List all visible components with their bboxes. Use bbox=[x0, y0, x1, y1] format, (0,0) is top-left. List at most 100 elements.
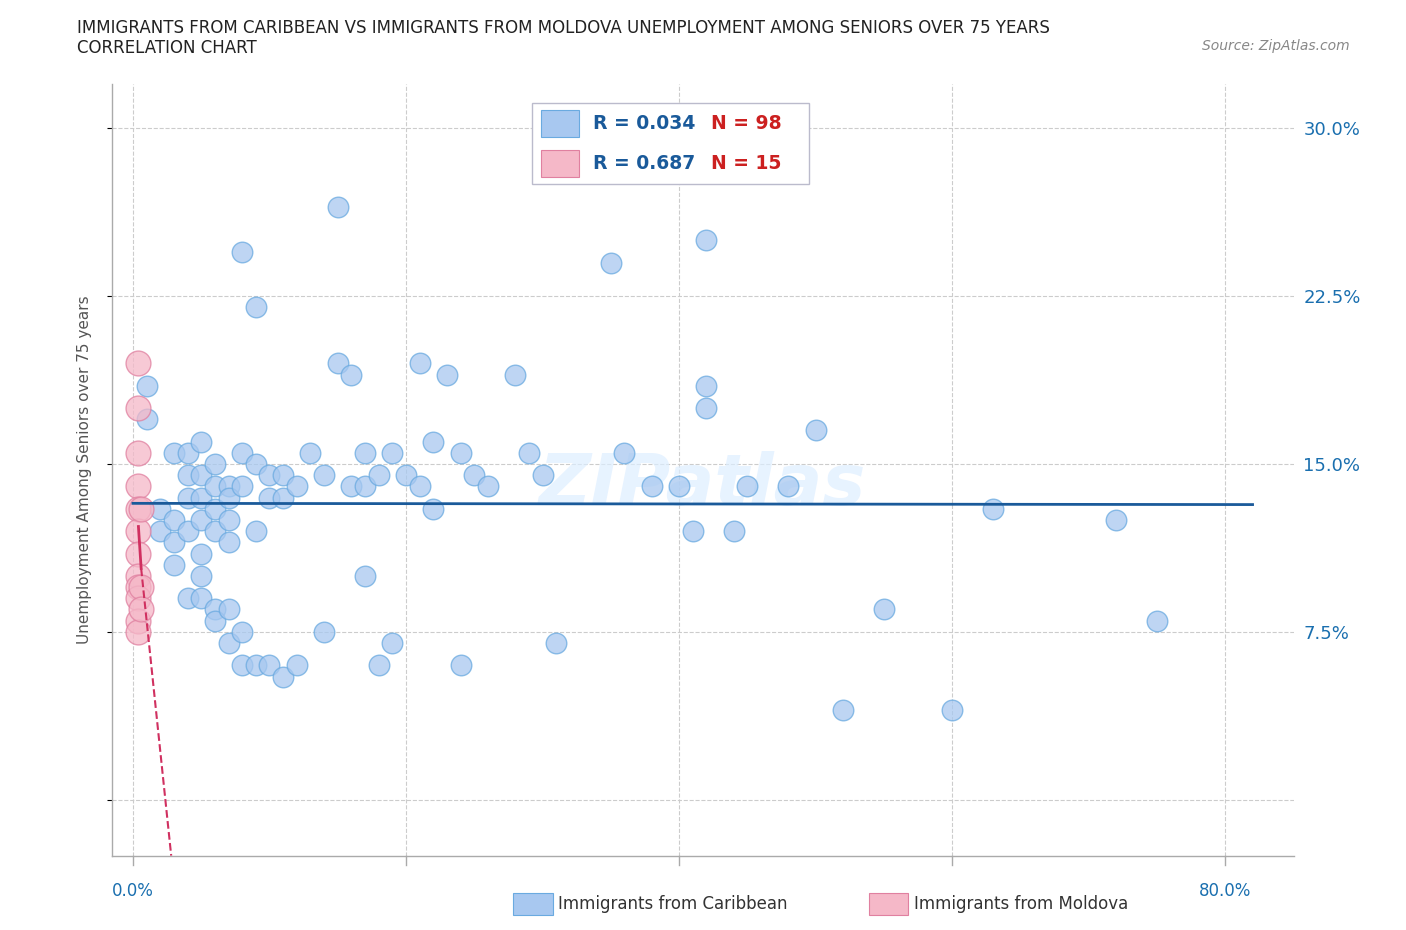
Point bbox=[299, 445, 322, 460]
Point bbox=[127, 479, 149, 494]
Point bbox=[231, 658, 253, 673]
Point bbox=[668, 479, 690, 494]
Point bbox=[135, 412, 157, 427]
Point bbox=[245, 524, 267, 538]
Point bbox=[163, 557, 186, 572]
Point bbox=[941, 703, 963, 718]
Text: R = 0.034: R = 0.034 bbox=[593, 113, 696, 133]
Point bbox=[245, 658, 267, 673]
Point bbox=[259, 490, 281, 505]
Point bbox=[641, 479, 664, 494]
Point bbox=[218, 535, 240, 550]
Point bbox=[135, 379, 157, 393]
Text: N = 98: N = 98 bbox=[711, 113, 782, 133]
Point bbox=[218, 512, 240, 527]
Text: Immigrants from Caribbean: Immigrants from Caribbean bbox=[558, 895, 787, 913]
Point bbox=[695, 379, 717, 393]
Point bbox=[613, 445, 636, 460]
Point bbox=[723, 524, 745, 538]
Point bbox=[259, 658, 281, 673]
Point bbox=[190, 568, 212, 583]
Point bbox=[326, 199, 349, 214]
Point bbox=[176, 524, 198, 538]
Point bbox=[285, 479, 308, 494]
Point bbox=[517, 445, 540, 460]
Point bbox=[832, 703, 855, 718]
Point bbox=[695, 232, 717, 247]
Point bbox=[190, 591, 212, 605]
Point bbox=[873, 602, 896, 617]
Point bbox=[231, 445, 253, 460]
Point bbox=[149, 524, 172, 538]
Point bbox=[127, 591, 149, 605]
Point bbox=[218, 479, 240, 494]
Point bbox=[422, 501, 444, 516]
Point bbox=[149, 501, 172, 516]
Point bbox=[176, 591, 198, 605]
Point bbox=[340, 367, 363, 382]
Text: N = 15: N = 15 bbox=[711, 154, 782, 173]
Point bbox=[531, 468, 554, 483]
Point bbox=[127, 546, 149, 561]
Point bbox=[163, 512, 186, 527]
Point bbox=[245, 300, 267, 315]
Point bbox=[127, 445, 149, 460]
Text: IMMIGRANTS FROM CARIBBEAN VS IMMIGRANTS FROM MOLDOVA UNEMPLOYMENT AMONG SENIORS : IMMIGRANTS FROM CARIBBEAN VS IMMIGRANTS … bbox=[77, 19, 1050, 36]
Point bbox=[503, 367, 526, 382]
Point bbox=[408, 356, 430, 371]
Text: CORRELATION CHART: CORRELATION CHART bbox=[77, 39, 257, 57]
FancyBboxPatch shape bbox=[541, 110, 579, 137]
Point bbox=[127, 524, 149, 538]
Point bbox=[231, 624, 253, 639]
Point bbox=[231, 479, 253, 494]
Point bbox=[395, 468, 418, 483]
Point bbox=[778, 479, 800, 494]
Point bbox=[1105, 512, 1128, 527]
Point bbox=[231, 244, 253, 259]
Text: Source: ZipAtlas.com: Source: ZipAtlas.com bbox=[1202, 39, 1350, 53]
Point bbox=[354, 479, 377, 494]
Point bbox=[599, 255, 621, 270]
Point bbox=[259, 468, 281, 483]
Point bbox=[326, 356, 349, 371]
Point bbox=[367, 658, 389, 673]
Point bbox=[314, 624, 336, 639]
Point bbox=[204, 613, 226, 628]
Point bbox=[245, 457, 267, 472]
Point bbox=[127, 624, 149, 639]
Point bbox=[546, 635, 568, 650]
Point bbox=[422, 434, 444, 449]
Point bbox=[204, 457, 226, 472]
Point bbox=[127, 579, 149, 594]
Point bbox=[204, 479, 226, 494]
Y-axis label: Unemployment Among Seniors over 75 years: Unemployment Among Seniors over 75 years bbox=[77, 296, 91, 644]
Point bbox=[218, 602, 240, 617]
Point bbox=[981, 501, 1004, 516]
Text: Immigrants from Moldova: Immigrants from Moldova bbox=[914, 895, 1128, 913]
Text: ZIPatlas: ZIPatlas bbox=[540, 451, 866, 520]
Point bbox=[204, 501, 226, 516]
Point bbox=[340, 479, 363, 494]
Text: R = 0.687: R = 0.687 bbox=[593, 154, 696, 173]
Point bbox=[450, 658, 472, 673]
Point bbox=[477, 479, 499, 494]
FancyBboxPatch shape bbox=[541, 151, 579, 178]
Point bbox=[381, 445, 404, 460]
Point bbox=[285, 658, 308, 673]
Point bbox=[127, 568, 149, 583]
Point bbox=[163, 535, 186, 550]
Point bbox=[127, 401, 149, 416]
Point bbox=[314, 468, 336, 483]
Point bbox=[190, 490, 212, 505]
Point bbox=[1146, 613, 1168, 628]
Point bbox=[367, 468, 389, 483]
Point bbox=[127, 501, 149, 516]
Point bbox=[354, 568, 377, 583]
Point bbox=[271, 670, 294, 684]
Point bbox=[737, 479, 759, 494]
Point bbox=[190, 468, 212, 483]
Point bbox=[204, 524, 226, 538]
Point bbox=[804, 423, 827, 438]
Point bbox=[271, 490, 294, 505]
Point bbox=[176, 445, 198, 460]
